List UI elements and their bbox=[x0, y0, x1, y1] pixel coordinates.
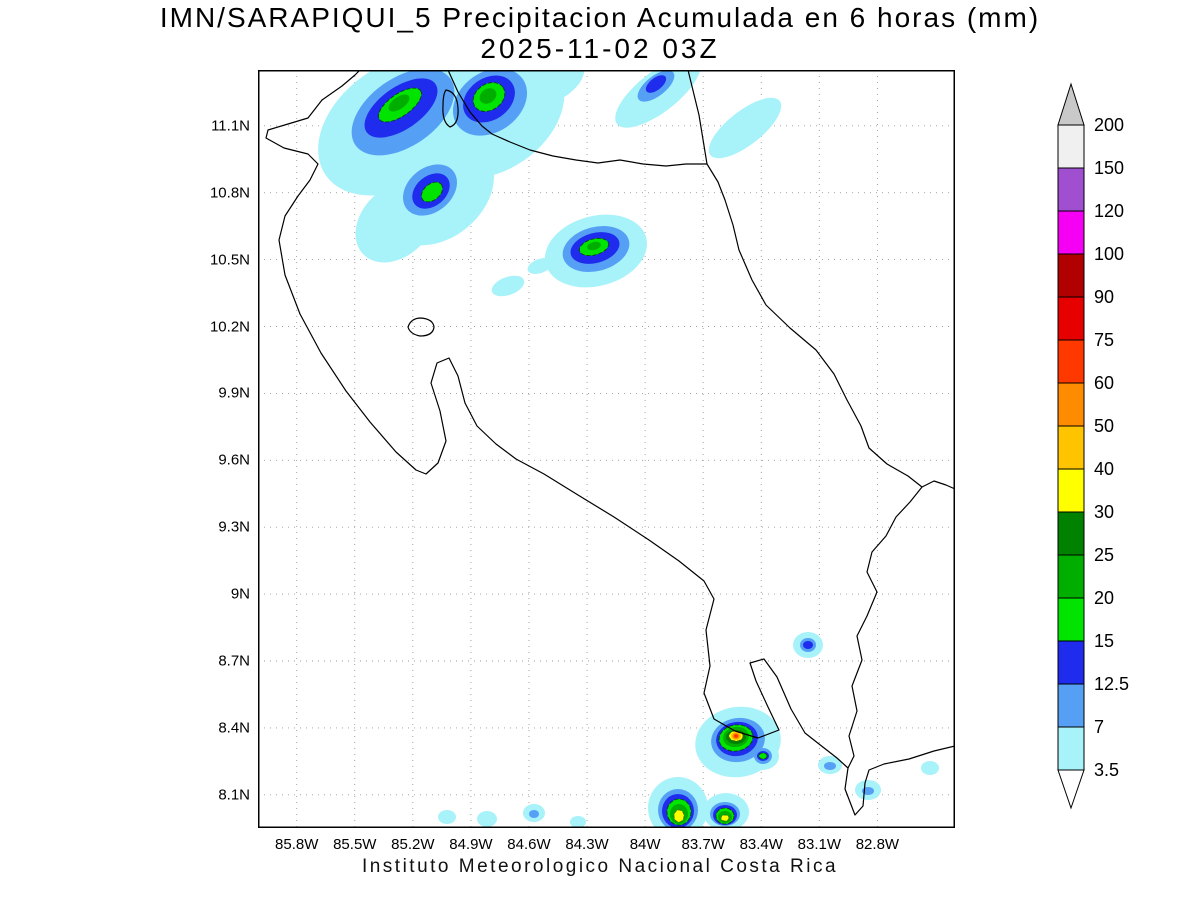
coastlines-and-borders bbox=[265, 70, 955, 816]
precip-contour-cell bbox=[570, 816, 586, 828]
precip-contour-cell bbox=[527, 258, 553, 274]
lon-tick-label: 83.1W bbox=[797, 836, 842, 853]
precip-layer-7-12.5mm bbox=[351, 70, 874, 828]
map-title: IMN/SARAPIQUI_5 Precipitacion Acumulada … bbox=[159, 2, 1041, 33]
colorbar-label: 30 bbox=[1094, 502, 1114, 522]
colorbar-label: 200 bbox=[1094, 115, 1124, 135]
colorbar-segment bbox=[1057, 640, 1085, 685]
lon-tick-label: 84.6W bbox=[507, 836, 551, 853]
colorbar-label: 15 bbox=[1094, 631, 1114, 651]
panama-border bbox=[847, 486, 923, 769]
lon-tick-label: 84W bbox=[629, 836, 661, 853]
colorbar-segment bbox=[1057, 683, 1085, 728]
colorbar-segment bbox=[1057, 253, 1085, 298]
colorbar-label: 40 bbox=[1094, 459, 1114, 479]
lat-tick-label: 9N bbox=[230, 585, 250, 603]
lon-tick-label: 83.7W bbox=[681, 836, 725, 853]
colorbar-label: 50 bbox=[1094, 416, 1114, 436]
colorbar-label: 150 bbox=[1094, 158, 1124, 178]
lat-tick-label: 8.1N bbox=[218, 786, 250, 804]
colorbar-label: 7 bbox=[1094, 717, 1104, 737]
lon-tick-label: 85.8W bbox=[275, 836, 319, 853]
colorbar-segment bbox=[1057, 339, 1085, 384]
lat-tick-label: 9.6N bbox=[218, 451, 250, 469]
precip-contour-cell bbox=[758, 752, 768, 760]
precip-contour-cell bbox=[720, 814, 730, 822]
precip-contour-cell bbox=[491, 275, 525, 297]
colorbar-segment bbox=[1057, 382, 1085, 427]
colorbar-label: 25 bbox=[1094, 545, 1114, 565]
colorbar-canvas: 200 150 120 100 90 75 60 50 40 30 25 20 15 12.5 7 3.5 bbox=[1057, 82, 1129, 810]
colorbar-label: 12.5 bbox=[1094, 674, 1129, 694]
map-subtitle-datetime: 2025-11-02 03Z bbox=[480, 33, 720, 64]
precipitation-shading bbox=[318, 70, 939, 828]
footer-attribution: Instituto Meteorologico Nacional Costa R… bbox=[361, 856, 839, 877]
precip-layer-3.5-7mm bbox=[318, 70, 939, 828]
caribbean-coastline bbox=[687, 70, 955, 490]
precip-contour-cell bbox=[673, 809, 685, 823]
lat-tick-label: 8.4N bbox=[218, 719, 250, 737]
lat-tick-label: 10.2N bbox=[209, 318, 250, 335]
lon-tick-label: 84.3W bbox=[565, 836, 609, 853]
lat-tick-label: 9.9N bbox=[218, 384, 250, 402]
map-frame-border bbox=[258, 70, 955, 828]
precip-layer-60-75mm bbox=[734, 734, 738, 738]
lat-tick-label: 9.3N bbox=[218, 518, 250, 536]
nicaragua-border bbox=[321, 70, 708, 167]
colorbar-label: 75 bbox=[1094, 330, 1114, 350]
colorbar-segment bbox=[1057, 124, 1085, 169]
precip-contour-cell bbox=[438, 810, 456, 824]
precip-contour-cell bbox=[587, 241, 601, 251]
colorbar-segment bbox=[1057, 296, 1085, 341]
colorbar-segment bbox=[1057, 425, 1085, 470]
map-plot-area bbox=[258, 70, 955, 828]
precip-contour-cell bbox=[734, 734, 738, 738]
colorbar-segment bbox=[1057, 597, 1085, 642]
precip-contour-cell bbox=[708, 97, 782, 159]
lon-tick-label: 82.8W bbox=[855, 836, 900, 853]
lat-tick-label: 10.8N bbox=[209, 184, 250, 202]
colorbar-segment bbox=[1057, 726, 1085, 771]
precip-contour-cell bbox=[803, 641, 813, 649]
map-canvas bbox=[258, 70, 955, 828]
chira-island bbox=[407, 317, 435, 337]
lon-tick-label: 85.5W bbox=[333, 836, 377, 853]
precip-layer-15-20mm bbox=[378, 82, 768, 826]
precip-contour-cell bbox=[388, 94, 410, 112]
lat-tick-label: 10.5N bbox=[209, 251, 250, 269]
colorbar-label: 100 bbox=[1094, 244, 1124, 264]
colorbar-segment bbox=[1057, 468, 1085, 513]
precip-contour-cell bbox=[529, 810, 539, 818]
colorbar-below-min-arrow bbox=[1057, 769, 1085, 810]
lat-tick-label: 8.7N bbox=[218, 652, 250, 670]
colorbar-label: 60 bbox=[1094, 373, 1114, 393]
colorbar: 200 150 120 100 90 75 60 50 40 30 25 20 15 12.5 7 3.5 bbox=[1048, 66, 1198, 861]
colorbar-segment bbox=[1057, 511, 1085, 556]
colorbar-segment bbox=[1057, 210, 1085, 255]
precip-contour-cell bbox=[645, 75, 667, 93]
colorbar-above-max-arrow bbox=[1057, 82, 1085, 126]
colorbar-label: 3.5 bbox=[1094, 760, 1119, 780]
pacific-coastline bbox=[265, 99, 955, 816]
lon-tick-label: 85.2W bbox=[391, 836, 435, 853]
precip-contour-cell bbox=[921, 761, 939, 775]
colorbar-label: 20 bbox=[1094, 588, 1114, 608]
colorbar-segment bbox=[1057, 167, 1085, 212]
precip-contour-cell bbox=[421, 181, 443, 203]
precip-contour-cell bbox=[824, 762, 836, 770]
colorbar-segment bbox=[1057, 554, 1085, 599]
lon-tick-label: 83.4W bbox=[739, 836, 783, 853]
border-river-island bbox=[442, 89, 459, 128]
lon-tick-label: 84.9W bbox=[449, 836, 493, 853]
precip-contour-cell bbox=[477, 811, 497, 827]
colorbar-label: 90 bbox=[1094, 287, 1114, 307]
colorbar-label: 120 bbox=[1094, 201, 1124, 221]
lat-tick-label: 11.1N bbox=[211, 117, 250, 135]
precip-contour-cell bbox=[479, 88, 497, 104]
